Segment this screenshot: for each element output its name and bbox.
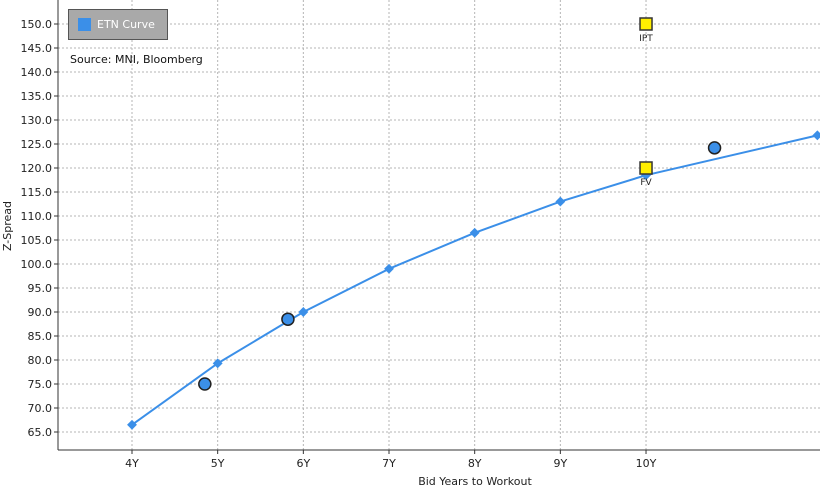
y-tick-label: 135.0 bbox=[21, 90, 53, 103]
legend[interactable]: ETN Curve bbox=[68, 9, 168, 40]
y-tick-label: 95.0 bbox=[28, 282, 53, 295]
y-tick-label: 110.0 bbox=[21, 210, 53, 223]
x-tick-label: 8Y bbox=[468, 457, 482, 470]
curve-point bbox=[212, 358, 223, 369]
x-tick-label: 10Y bbox=[636, 457, 657, 470]
x-tick-label: 4Y bbox=[125, 457, 139, 470]
y-tick-label: 120.0 bbox=[21, 162, 53, 175]
legend-label: ETN Curve bbox=[97, 18, 155, 31]
y-tick-label: 145.0 bbox=[21, 42, 53, 55]
bond-point[interactable] bbox=[198, 377, 212, 391]
x-tick-label: 6Y bbox=[296, 457, 310, 470]
curve-point bbox=[555, 196, 566, 207]
y-tick-label: 130.0 bbox=[21, 114, 53, 127]
y-tick-label: 80.0 bbox=[28, 354, 53, 367]
x-axis-title: Bid Years to Workout bbox=[418, 475, 532, 486]
curve-point bbox=[812, 130, 820, 141]
y-tick-label: 115.0 bbox=[21, 186, 53, 199]
x-tick-label: 5Y bbox=[211, 457, 225, 470]
y-tick-label: 90.0 bbox=[28, 306, 53, 319]
marker-ipt[interactable] bbox=[639, 17, 653, 31]
legend-swatch bbox=[78, 18, 91, 31]
marker-label-fv: FV bbox=[640, 178, 652, 188]
y-tick-label: 75.0 bbox=[28, 378, 53, 391]
x-tick-label: 7Y bbox=[382, 457, 396, 470]
curve-point bbox=[469, 227, 480, 238]
series-line-etn-curve bbox=[131, 134, 818, 426]
source-note: Source: MNI, Bloomberg bbox=[70, 53, 203, 66]
curve-point bbox=[384, 263, 394, 274]
y-tick-label: 105.0 bbox=[21, 234, 53, 247]
bond-point[interactable] bbox=[707, 141, 722, 155]
marker-fv[interactable] bbox=[639, 161, 653, 175]
y-tick-label: 70.0 bbox=[28, 402, 53, 415]
y-tick-label: 125.0 bbox=[21, 138, 53, 151]
y-tick-label: 65.0 bbox=[28, 426, 53, 439]
y-axis-title: Z-Spread bbox=[1, 201, 14, 251]
curve-point bbox=[127, 419, 137, 430]
y-tick-label: 85.0 bbox=[28, 330, 53, 343]
marker-label-ipt: IPT bbox=[639, 34, 653, 44]
y-tick-label: 140.0 bbox=[21, 66, 53, 79]
bond-point[interactable] bbox=[281, 312, 295, 326]
y-tick-label: 100.0 bbox=[21, 258, 53, 271]
curve-point bbox=[298, 307, 309, 317]
y-tick-label: 150.0 bbox=[21, 18, 53, 31]
x-tick-label: 9Y bbox=[553, 457, 567, 470]
